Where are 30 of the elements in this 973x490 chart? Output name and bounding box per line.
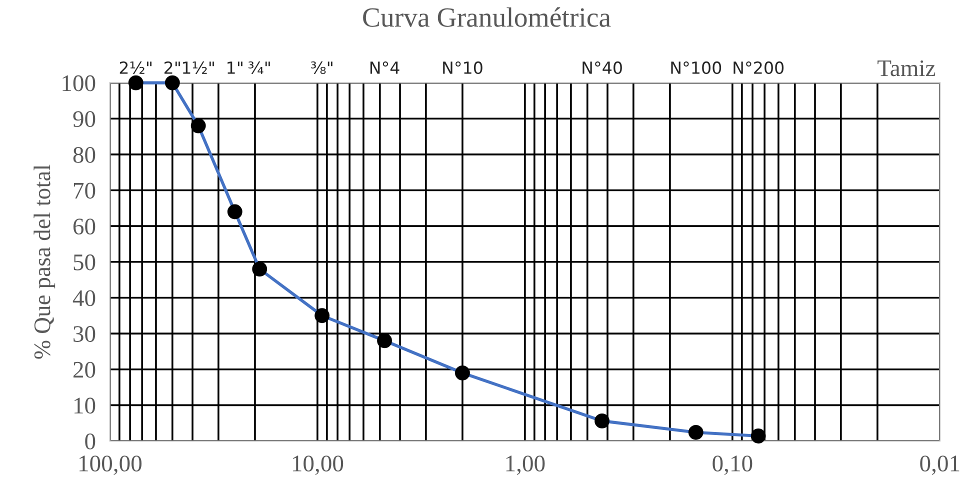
y-tick-label: 30: [74, 326, 96, 342]
x2-axis-title: Tamiz: [878, 60, 936, 76]
y-tick-label: 0: [85, 433, 96, 450]
text: 2½": [120, 61, 152, 74]
x-tick-label: 1,00: [506, 456, 545, 475]
text: 2": [164, 61, 180, 74]
text: ¾": [248, 61, 270, 74]
y-tick-label: 60: [73, 218, 96, 235]
text: N°10: [443, 61, 482, 74]
x-tick-label: 0,01: [920, 456, 960, 475]
y-tick-label: 90: [73, 111, 96, 128]
y-tick-label: 20: [73, 362, 96, 378]
y-tick-label: 80: [73, 146, 96, 163]
chart-title: Curva Granulométrica: [363, 7, 611, 27]
x-tick-label: 100,00: [80, 456, 142, 475]
text: ⅜": [310, 61, 332, 74]
y-axis-title: % Que pasa del total: [34, 164, 56, 359]
text: N°200: [734, 61, 784, 74]
text: N°100: [671, 61, 722, 74]
y-tick-label: 40: [72, 290, 96, 306]
x-tick-label: 0,10: [712, 456, 752, 475]
y-tick-label: 10: [74, 398, 96, 414]
x-tick-label: 10,00: [292, 456, 344, 475]
text: 1": [228, 62, 242, 74]
text: N°40: [582, 61, 622, 74]
y-tick-label: 50: [74, 254, 96, 270]
text: 1½": [182, 61, 214, 74]
y-tick-label: 70: [74, 182, 96, 199]
y-tick-label: 100: [62, 75, 96, 92]
text: N°4: [370, 61, 400, 74]
